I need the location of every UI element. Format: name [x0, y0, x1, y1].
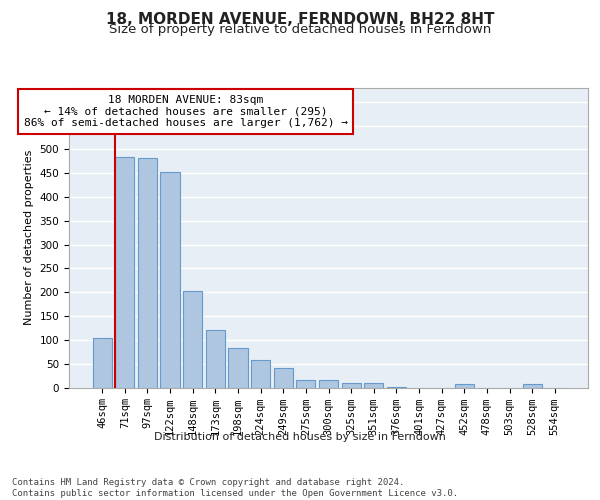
Bar: [341, 382, 361, 388]
Bar: [251, 360, 270, 388]
Bar: [92, 338, 112, 388]
Bar: [183, 292, 202, 388]
Bar: [523, 384, 542, 388]
Bar: [364, 382, 383, 388]
Bar: [138, 158, 157, 388]
Text: 18 MORDEN AVENUE: 83sqm
← 14% of detached houses are smaller (295)
86% of semi-d: 18 MORDEN AVENUE: 83sqm ← 14% of detache…: [24, 95, 348, 128]
Text: 18, MORDEN AVENUE, FERNDOWN, BH22 8HT: 18, MORDEN AVENUE, FERNDOWN, BH22 8HT: [106, 12, 494, 28]
Y-axis label: Number of detached properties: Number of detached properties: [24, 150, 34, 325]
Text: Size of property relative to detached houses in Ferndown: Size of property relative to detached ho…: [109, 24, 491, 36]
Bar: [274, 368, 293, 388]
Bar: [455, 384, 474, 388]
Text: Distribution of detached houses by size in Ferndown: Distribution of detached houses by size …: [154, 432, 446, 442]
Text: Contains HM Land Registry data © Crown copyright and database right 2024.
Contai: Contains HM Land Registry data © Crown c…: [12, 478, 458, 498]
Bar: [160, 172, 180, 388]
Bar: [206, 330, 225, 388]
Bar: [296, 380, 316, 388]
Bar: [229, 348, 248, 388]
Bar: [387, 386, 406, 388]
Bar: [319, 380, 338, 388]
Bar: [115, 156, 134, 388]
